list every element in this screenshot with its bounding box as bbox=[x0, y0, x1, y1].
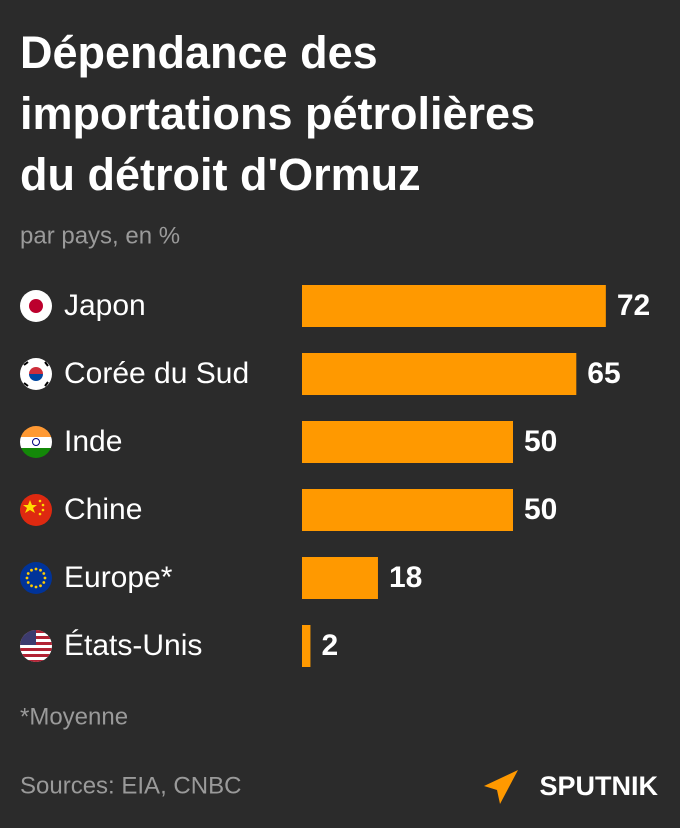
value-label: 2 bbox=[321, 629, 338, 662]
bar bbox=[302, 625, 311, 667]
flag-usa bbox=[20, 630, 52, 662]
flag-korea bbox=[20, 358, 52, 390]
flag-india bbox=[20, 426, 52, 458]
value-label: 18 bbox=[389, 561, 422, 594]
bar bbox=[302, 421, 513, 463]
category-label: États-Unis bbox=[64, 629, 202, 662]
bar bbox=[302, 557, 378, 599]
bar bbox=[302, 489, 513, 531]
category-label: Japon bbox=[64, 289, 146, 322]
subtitle: par pays, en % bbox=[20, 222, 180, 249]
chart-title: du détroit d'Ormuz bbox=[20, 149, 421, 200]
value-label: 50 bbox=[524, 425, 557, 458]
category-label: Europe* bbox=[64, 561, 173, 594]
bar bbox=[302, 285, 606, 327]
category-label: Corée du Sud bbox=[64, 357, 249, 390]
value-label: 50 bbox=[524, 493, 557, 526]
value-label: 65 bbox=[587, 357, 620, 390]
category-label: Inde bbox=[64, 425, 122, 458]
brand: SPUTNIK bbox=[539, 771, 658, 801]
flag-china bbox=[20, 494, 52, 526]
flag-japan bbox=[20, 290, 52, 322]
flag-europe bbox=[20, 562, 52, 594]
footnote: *Moyenne bbox=[20, 703, 128, 730]
chart-title: importations pétrolières bbox=[20, 88, 535, 139]
chart-title: Dépendance des bbox=[20, 27, 378, 78]
source: Sources: EIA, CNBC bbox=[20, 772, 241, 799]
bar bbox=[302, 353, 577, 395]
category-label: Chine bbox=[64, 493, 142, 526]
brand-logo bbox=[484, 770, 518, 804]
value-label: 72 bbox=[617, 289, 650, 322]
